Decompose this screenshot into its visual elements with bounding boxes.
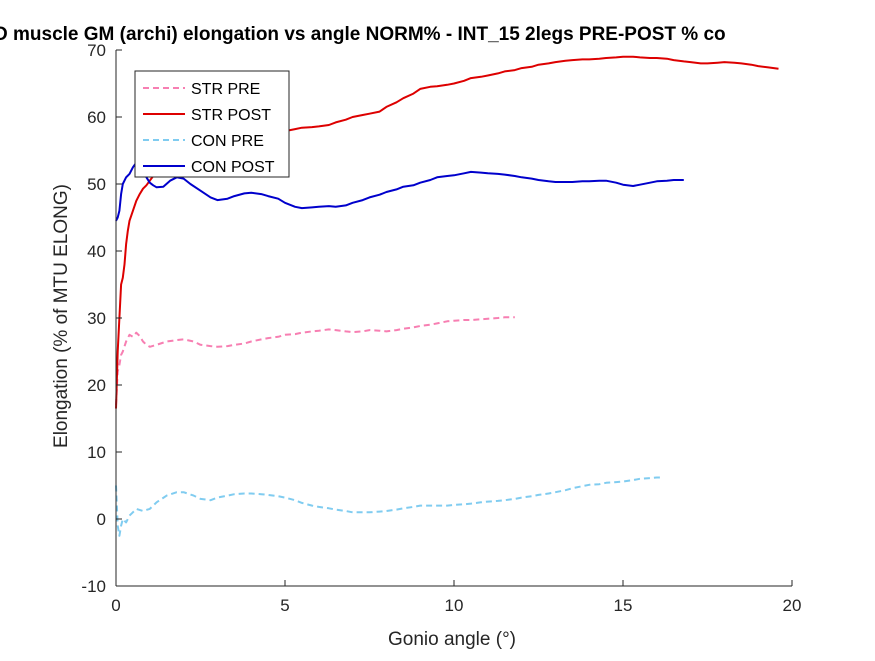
x-axis-label: Gonio angle (°) xyxy=(388,629,516,650)
series-line-2 xyxy=(115,476,664,537)
y-tick-label-6: 50 xyxy=(87,175,106,194)
series-line-0 xyxy=(115,316,515,406)
y-tick-label-3: 20 xyxy=(87,376,106,395)
x-tick-label-1: 5 xyxy=(280,596,289,615)
y-axis-label: Elongation (% of MTU ELONG) xyxy=(51,184,72,448)
y-tick-label-5: 40 xyxy=(87,242,106,261)
legend-box xyxy=(134,70,290,178)
y-tick-label-8: 70 xyxy=(87,41,106,60)
y-tick-label-4: 30 xyxy=(87,309,106,328)
axes: 0 5 10 15 20 -10 0 10 20 30 40 50 60 70 xyxy=(81,41,801,615)
legend-label-2: CON PRE xyxy=(191,133,264,150)
legend-label-0: STR PRE xyxy=(191,81,260,98)
series-line-3 xyxy=(115,161,684,222)
y-tick-label-1: 0 xyxy=(97,510,106,529)
x-tick-label-2: 10 xyxy=(445,596,464,615)
x-tick-label-3: 15 xyxy=(614,596,633,615)
y-tick-label-7: 60 xyxy=(87,108,106,127)
chart-title: D muscle GM (archi) elongation vs angle … xyxy=(0,24,726,45)
x-tick-label-4: 20 xyxy=(783,596,802,615)
legend: STR PRE STR POST CON PRE CON POST xyxy=(134,70,290,178)
legend-label-1: STR POST xyxy=(191,107,271,124)
legend-label-3: CON POST xyxy=(191,159,275,176)
x-tick-label-0: 0 xyxy=(111,596,120,615)
y-tick-label-2: 10 xyxy=(87,443,106,462)
y-tick-label-0: -10 xyxy=(81,577,106,596)
